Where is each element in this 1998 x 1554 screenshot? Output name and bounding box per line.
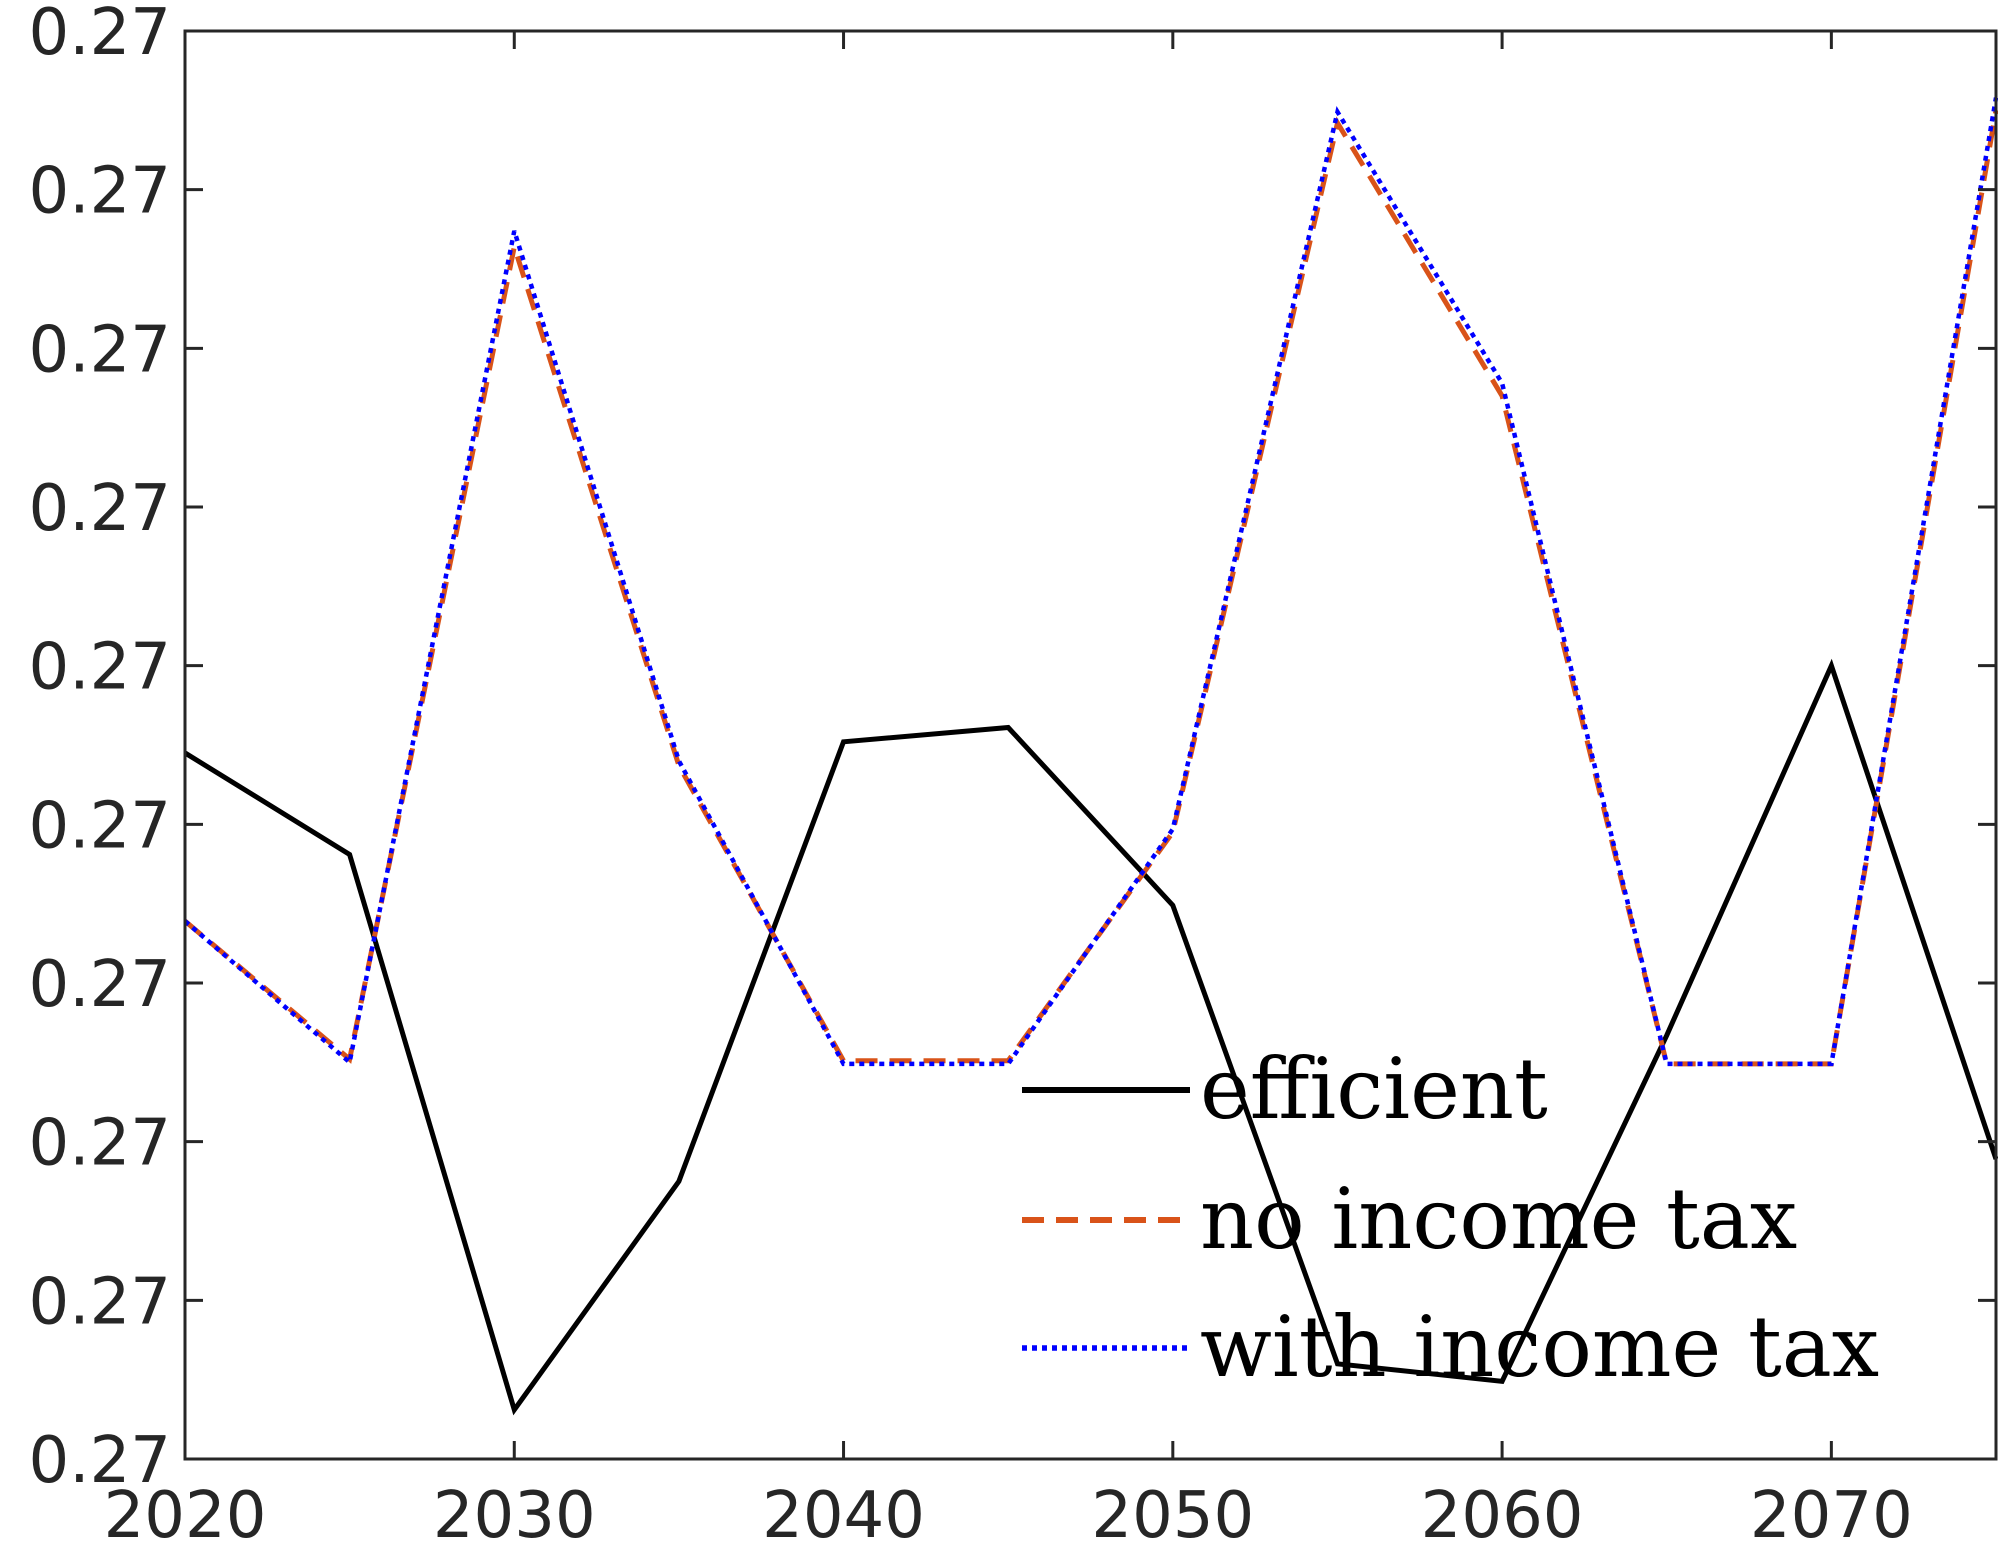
y-tick-label-9: 0.27	[29, 155, 172, 229]
axes: 2020 2030 2040 2050 2060 2070 0.27 0.27 0.27 0.27…	[29, 0, 1998, 1553]
axes-frame	[183, 29, 1998, 1461]
legend-label-2: no income tax	[1200, 1170, 1797, 1268]
y-tick-label-6: 0.27	[29, 631, 172, 705]
series-layer	[185, 97, 1998, 1416]
y-tick-label-5: 0.27	[29, 789, 172, 863]
series-line-3	[185, 97, 1998, 1067]
legend-label-1: efficient	[1200, 1040, 1548, 1138]
x-tick-label-2: 2030	[433, 1479, 596, 1553]
x-tick-label-3: 2040	[762, 1479, 925, 1553]
legend-label-3: with income tax	[1200, 1298, 1879, 1396]
y-tick-label-1: 0.27	[29, 1424, 172, 1498]
y-tick-label-4: 0.27	[29, 948, 172, 1022]
y-tick-label-2: 0.27	[29, 1265, 172, 1339]
x-tick-label-6: 2070	[1750, 1479, 1913, 1553]
x-tick-label-4: 2050	[1091, 1479, 1254, 1553]
y-tick-label-8: 0.27	[29, 313, 172, 387]
series-line-1	[185, 658, 1998, 1416]
y-tick-label-3: 0.27	[29, 1107, 172, 1181]
y-tick-label-7: 0.27	[29, 472, 172, 546]
legend: efficient no income tax with income tax	[1022, 1040, 1879, 1396]
y-tick-label-10: 0.27	[29, 0, 172, 70]
x-tick-label-5: 2060	[1421, 1479, 1584, 1553]
x-tick-label-1: 2020	[104, 1479, 267, 1553]
